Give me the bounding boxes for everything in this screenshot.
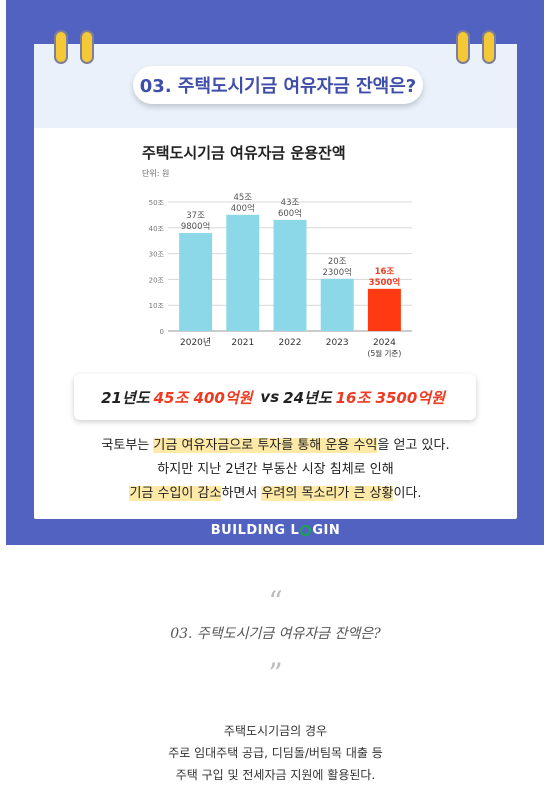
data-label: 37조 bbox=[186, 211, 205, 221]
x-tick-sublabel: (5월 기준) bbox=[368, 348, 402, 358]
binder-ring-icon bbox=[78, 30, 96, 66]
desc-highlight: 기금 수입이 감소 bbox=[129, 486, 222, 501]
unit-label: 단위: 원 bbox=[142, 169, 170, 178]
binder-ring-icon bbox=[480, 30, 498, 66]
info-card: 03. 주택도시기금 여유자금 잔액은? 주택도시기금 여유자금 운용잔액 단위… bbox=[34, 30, 517, 519]
logo-ring-icon bbox=[300, 525, 312, 536]
binder-ring-icon bbox=[454, 30, 472, 66]
y-tick-label: 40조 bbox=[149, 225, 165, 233]
desc-text: 을 얻고 있다. bbox=[377, 438, 450, 453]
body-line-2: 주로 임대주택 공급, 디딤돌/버팀목 대출 등 bbox=[168, 746, 383, 760]
data-label: 2300억 bbox=[322, 267, 351, 278]
close-quote-icon: ” bbox=[268, 657, 283, 690]
body-line-3: 주택 구입 및 전세자금 지원에 활용된다. bbox=[175, 768, 376, 782]
bar bbox=[367, 288, 401, 331]
binder-ring-icon bbox=[52, 30, 70, 66]
x-tick-label: 2023 bbox=[326, 338, 349, 348]
data-label: 16조 bbox=[375, 267, 395, 277]
body-line-1: 주택도시기금의 경우 bbox=[223, 724, 328, 738]
comparison-left-value: 45조 400억원 bbox=[153, 388, 253, 407]
desc-highlight: 우려의 목소리가 큰 상황 bbox=[261, 486, 394, 501]
description-line-3: 기금 수입이 감소하면서 우려의 목소리가 큰 상황이다. bbox=[34, 482, 517, 506]
bar bbox=[320, 278, 354, 331]
desc-highlight: 기금 여유자금으로 투자를 통해 운용 수익 bbox=[153, 438, 378, 453]
description-line-1: 국토부는 기금 여유자금으로 투자를 통해 운용 수익을 얻고 있다. bbox=[34, 434, 517, 458]
chart-title: 주택도시기금 여유자금 운용잔액 bbox=[142, 144, 346, 162]
comparison-right-value: 16조 3500억원 bbox=[335, 388, 445, 407]
y-tick-label: 30조 bbox=[149, 251, 165, 259]
data-label: 600억 bbox=[278, 208, 302, 219]
description-line-2: 하지만 지난 2년간 부동산 시장 침체로 인해 bbox=[157, 462, 394, 477]
data-label: 45조 bbox=[233, 193, 252, 203]
data-label: 400억 bbox=[231, 203, 255, 214]
brand-text: GIN bbox=[312, 523, 341, 538]
data-label: 3500억 bbox=[369, 277, 400, 288]
section-heading-text: 03. 주택도시기금 여유자금 잔액은? bbox=[139, 76, 417, 97]
comparison-box: 21년도 45조 400억원 vs 24년도 16조 3500억원 bbox=[74, 374, 476, 420]
bar bbox=[179, 233, 213, 331]
desc-text: 이다. bbox=[393, 486, 422, 501]
brand-text: BUILDING L bbox=[210, 523, 300, 538]
bar bbox=[273, 219, 307, 331]
section-heading: 03. 주택도시기금 여유자금 잔액은? bbox=[133, 66, 423, 104]
comparison-vs: vs bbox=[260, 388, 280, 406]
desc-text: 국토부는 bbox=[101, 438, 154, 453]
description: 국토부는 기금 여유자금으로 투자를 통해 운용 수익을 얻고 있다. 하지만 … bbox=[34, 434, 517, 506]
x-tick-label: 2024 bbox=[373, 338, 396, 348]
y-tick-label: 50조 bbox=[149, 199, 165, 207]
x-tick-label: 2020년 bbox=[180, 337, 211, 348]
brand-logo: BUILDING L GIN bbox=[0, 523, 551, 538]
y-tick-label: 10조 bbox=[149, 302, 165, 310]
bar bbox=[226, 214, 260, 331]
y-tick-label: 20조 bbox=[149, 276, 165, 284]
x-tick-label: 2022 bbox=[279, 338, 302, 348]
comparison-left-year: 21년도 bbox=[101, 388, 150, 407]
data-label: 43조 bbox=[281, 198, 300, 208]
data-label: 9800억 bbox=[181, 221, 210, 232]
desc-text: 하면서 bbox=[221, 486, 262, 501]
open-quote-icon: “ bbox=[268, 585, 283, 618]
comparison-right-year: 24년도 bbox=[283, 388, 332, 407]
y-tick-label: 0 bbox=[160, 328, 164, 336]
data-label: 20조 bbox=[328, 257, 347, 267]
x-tick-label: 2021 bbox=[231, 338, 254, 348]
quote-text: 03. 주택도시기금 여유자금 잔액은? bbox=[170, 626, 381, 642]
